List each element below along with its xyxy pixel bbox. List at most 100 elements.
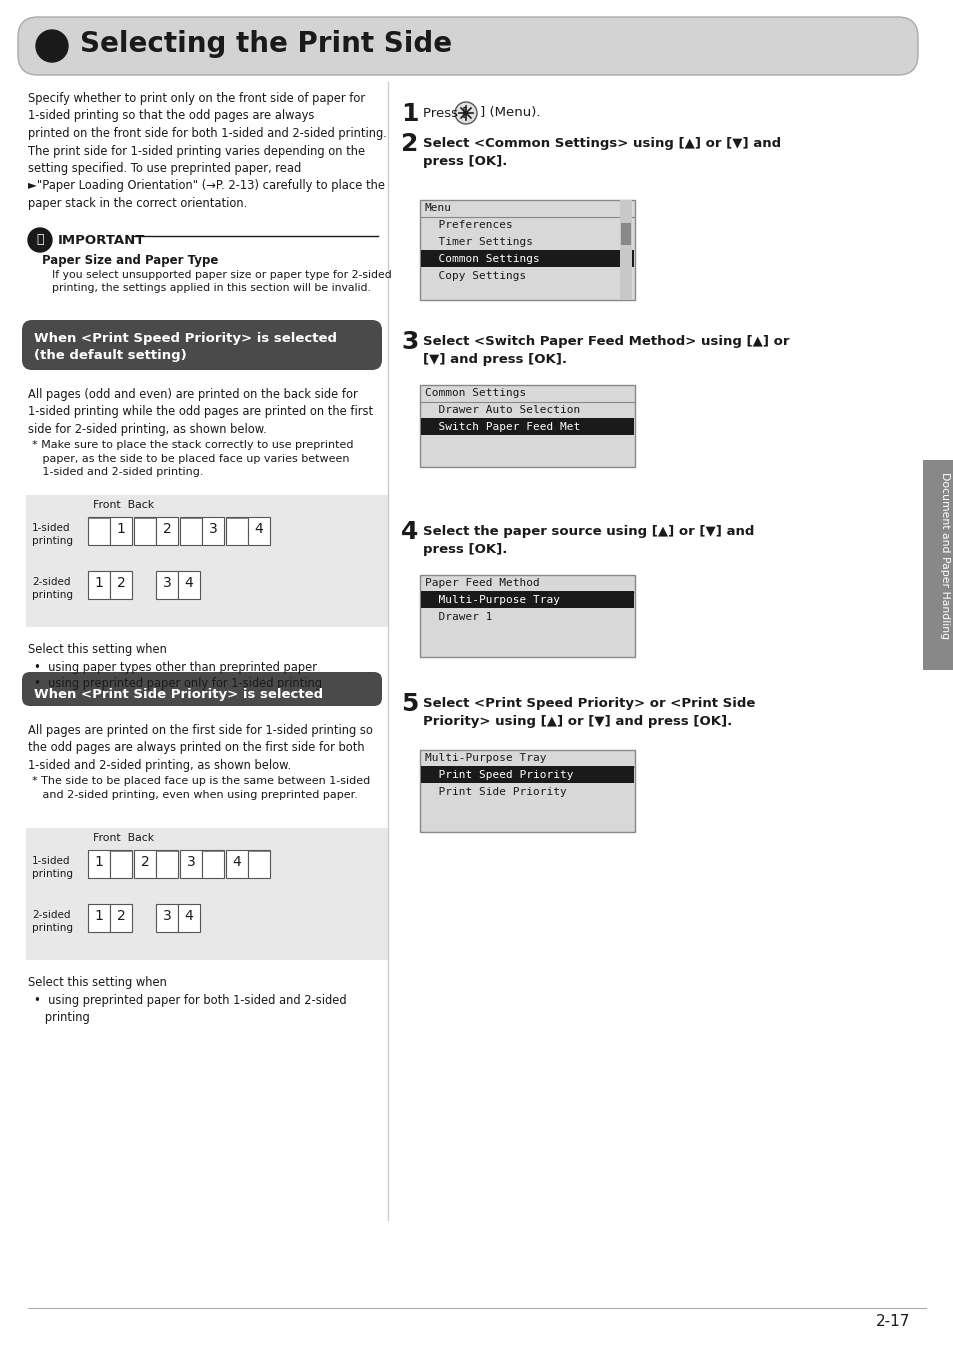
Bar [202, 850, 224, 878]
Bar [156, 850, 178, 878]
Text: Document and Paper Handling: Document and Paper Handling [939, 472, 949, 639]
Text: IMPORTANT: IMPORTANT [58, 234, 145, 247]
FancyBboxPatch shape [18, 18, 917, 76]
Bar [110, 517, 132, 545]
Text: 4: 4 [233, 855, 241, 869]
Bar [88, 850, 110, 878]
Text: Print Speed Priority: Print Speed Priority [424, 769, 573, 780]
Bar [26, 495, 388, 626]
Bar [26, 828, 388, 960]
Bar [419, 385, 635, 467]
Bar [156, 571, 178, 599]
Text: Select this setting when: Select this setting when [28, 976, 167, 990]
Text: When <Print Speed Priority> is selected
(the default setting): When <Print Speed Priority> is selected … [34, 332, 336, 362]
Bar [178, 904, 200, 931]
Circle shape [455, 103, 476, 124]
Bar [180, 517, 202, 545]
Text: Select <Print Speed Priority> or <Print Side
Priority> using [▲] or [▼] and pres: Select <Print Speed Priority> or <Print … [422, 697, 755, 728]
Text: 1-sided
printing: 1-sided printing [32, 522, 73, 547]
Text: 4: 4 [400, 520, 418, 544]
Text: Front  Back: Front Back [92, 833, 154, 842]
Text: Multi-Purpose Tray: Multi-Purpose Tray [424, 753, 546, 763]
Bar [88, 571, 110, 599]
Text: 2-17: 2-17 [875, 1314, 909, 1328]
Text: Paper Feed Method: Paper Feed Method [424, 578, 539, 589]
Text: 1: 1 [116, 522, 125, 536]
Text: 1: 1 [94, 855, 103, 869]
Text: 2: 2 [400, 132, 418, 157]
Text: 4: 4 [185, 576, 193, 590]
Bar [248, 850, 270, 878]
Bar [420, 250, 634, 267]
Text: Drawer 1: Drawer 1 [424, 612, 492, 622]
Text: Select this setting when: Select this setting when [28, 643, 167, 656]
Bar [178, 571, 200, 599]
Text: 1: 1 [94, 909, 103, 923]
Text: 2: 2 [162, 522, 172, 536]
Text: Front  Back: Front Back [92, 500, 154, 510]
Text: Menu: Menu [424, 202, 452, 213]
Text: 2-sided
printing: 2-sided printing [32, 576, 73, 601]
Bar [156, 904, 178, 931]
Text: 1: 1 [94, 576, 103, 590]
Bar [619, 200, 631, 300]
Text: 3: 3 [209, 522, 217, 536]
Text: 1: 1 [400, 103, 418, 126]
Text: All pages are printed on the first side for 1-sided printing so
the odd pages ar: All pages are printed on the first side … [28, 724, 373, 772]
Text: 4: 4 [185, 909, 193, 923]
Text: Specify whether to print only on the front side of paper for
1-sided printing so: Specify whether to print only on the fro… [28, 92, 387, 211]
Text: 3: 3 [187, 855, 195, 869]
Text: •  using paper types other than preprinted paper: • using paper types other than preprinte… [34, 662, 316, 674]
Text: Select the paper source using [▲] or [▼] and
press [OK].: Select the paper source using [▲] or [▼]… [422, 525, 754, 556]
Text: Print Side Priority: Print Side Priority [424, 787, 566, 796]
Text: Copy Settings: Copy Settings [424, 271, 526, 281]
Bar [226, 517, 248, 545]
Bar [420, 418, 634, 435]
Text: 5: 5 [400, 693, 418, 716]
Text: •  using preprinted paper for both 1-sided and 2-sided
   printing: • using preprinted paper for both 1-side… [34, 994, 346, 1025]
Text: Multi-Purpose Tray: Multi-Purpose Tray [424, 595, 559, 605]
Bar [202, 517, 224, 545]
Text: All pages (odd and even) are printed on the back side for
1-sided printing while: All pages (odd and even) are printed on … [28, 387, 373, 436]
Bar [110, 904, 132, 931]
Text: 3: 3 [162, 909, 172, 923]
Bar [923, 460, 953, 670]
Bar [226, 850, 248, 878]
Bar [180, 850, 202, 878]
FancyBboxPatch shape [22, 672, 381, 706]
Text: * The side to be placed face up is the same between 1-sided
   and 2-sided print: * The side to be placed face up is the s… [32, 776, 370, 799]
Bar [419, 200, 635, 300]
Circle shape [28, 228, 52, 252]
Text: 3: 3 [400, 329, 418, 354]
Circle shape [36, 30, 68, 62]
Bar [420, 765, 634, 783]
Text: Select <Common Settings> using [▲] or [▼] and
press [OK].: Select <Common Settings> using [▲] or [▼… [422, 136, 781, 167]
Bar [156, 517, 178, 545]
Bar [620, 223, 630, 244]
Text: 2-sided
printing: 2-sided printing [32, 910, 73, 933]
Text: ⓘ: ⓘ [36, 234, 44, 246]
Text: 3: 3 [162, 576, 172, 590]
Text: Preferences: Preferences [424, 220, 512, 230]
Text: * Make sure to place the stack correctly to use preprinted
   paper, as the side: * Make sure to place the stack correctly… [32, 440, 354, 477]
Text: If you select unsupported paper size or paper type for 2-sided
printing, the set: If you select unsupported paper size or … [52, 270, 392, 293]
Text: When <Print Side Priority> is selected: When <Print Side Priority> is selected [34, 688, 323, 701]
Bar [248, 517, 270, 545]
Text: Drawer Auto Selection: Drawer Auto Selection [424, 405, 579, 414]
Bar [420, 591, 634, 608]
Text: 2: 2 [116, 576, 125, 590]
Bar [133, 517, 156, 545]
Text: 4: 4 [254, 522, 263, 536]
Bar [419, 575, 635, 657]
Bar [419, 751, 635, 832]
Text: Paper Size and Paper Type: Paper Size and Paper Type [42, 254, 218, 267]
Bar [88, 517, 110, 545]
Bar [88, 904, 110, 931]
Text: Common Settings: Common Settings [424, 254, 539, 265]
Text: •  using preprinted paper only for 1-sided printing: • using preprinted paper only for 1-side… [34, 676, 322, 690]
Text: Switch Paper Feed Met: Switch Paper Feed Met [424, 423, 579, 432]
Bar [110, 571, 132, 599]
Text: Common Settings: Common Settings [424, 387, 526, 398]
Text: Timer Settings: Timer Settings [424, 238, 533, 247]
Bar [110, 850, 132, 878]
